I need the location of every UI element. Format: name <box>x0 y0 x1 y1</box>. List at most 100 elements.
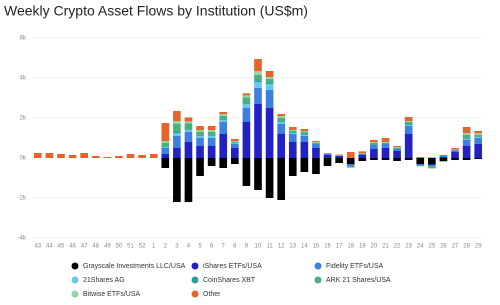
x-tick-label: 19 <box>359 244 366 250</box>
bar-segment <box>347 166 355 168</box>
bar-segment <box>451 148 459 149</box>
bar-segment <box>405 117 413 121</box>
legend-label: ARK 21 Shares/USA <box>326 277 391 284</box>
bar-segment <box>231 148 239 158</box>
bar-segment <box>463 146 471 158</box>
bar-segment <box>474 133 482 135</box>
bar-segment <box>138 155 146 158</box>
bar-segment <box>173 111 181 121</box>
bar-segment <box>185 129 193 130</box>
bar-segment <box>382 142 390 143</box>
bar-segment <box>208 136 216 138</box>
bar-segment <box>266 108 274 158</box>
bar-segment <box>370 140 378 142</box>
bar-segment <box>335 155 343 156</box>
bar-segment <box>289 142 297 158</box>
bar-segment <box>393 148 401 149</box>
bar-segment <box>312 142 320 143</box>
x-tick-label: 1 <box>152 244 156 250</box>
chart-title: Weekly Crypto Asset Flows by Institution… <box>4 3 308 19</box>
x-tick-label: 8 <box>233 244 237 250</box>
bar-segment <box>161 143 169 147</box>
bar-segment <box>289 131 297 133</box>
bar-segment <box>277 158 285 200</box>
bar-segment <box>382 138 390 142</box>
bar-segment <box>301 132 309 135</box>
bar-segment <box>428 158 436 164</box>
x-tick-label: 9 <box>245 244 249 250</box>
bar-segment <box>463 135 471 139</box>
bar-segment <box>370 142 378 143</box>
bar-segment <box>254 75 262 81</box>
bar-segment <box>161 148 169 154</box>
bar-segment <box>127 154 135 158</box>
bar-segment <box>219 116 227 120</box>
x-tick-label: 21 <box>382 244 389 250</box>
bar-segment <box>289 127 297 130</box>
x-tick-label: 7 <box>222 244 226 250</box>
y-tick-label: 0k <box>20 156 27 162</box>
bar-segment <box>208 132 216 136</box>
bar-segment <box>358 154 366 155</box>
x-tick-label: 13 <box>289 244 296 250</box>
bar-segment <box>173 158 181 202</box>
bar-segment <box>173 133 181 136</box>
bar-segment <box>405 121 413 122</box>
bar-segment <box>254 59 262 71</box>
bar-segment <box>474 131 482 133</box>
bar-segment <box>243 158 251 186</box>
bar-segment <box>277 122 285 124</box>
bar-segment <box>243 97 251 103</box>
bar-segment <box>161 158 169 168</box>
bar-segment <box>405 125 413 126</box>
legend-label: iShares ETFs/USA <box>203 263 262 270</box>
bar-segment <box>243 122 251 158</box>
bar-segment <box>219 158 227 168</box>
legend-marker <box>72 263 79 270</box>
bar-segment <box>451 149 459 150</box>
bar-segment <box>80 153 88 158</box>
legend-label: Bitwise ETFs/USA <box>83 291 141 298</box>
bar-segment <box>289 133 297 134</box>
x-tick-label: 26 <box>440 244 447 250</box>
bar-segment <box>416 158 424 164</box>
bar-segment <box>289 158 297 176</box>
bar-segment <box>382 143 390 144</box>
bar-segment <box>185 123 193 129</box>
bar-segment <box>254 88 262 104</box>
bar-segment <box>358 155 366 158</box>
bar-segment <box>196 132 204 136</box>
bar-segment <box>358 153 366 154</box>
bar-segment <box>301 142 309 158</box>
bar-segment <box>185 130 193 132</box>
bar-segment <box>451 150 459 152</box>
x-tick-label: 5 <box>198 244 202 250</box>
bar-segment <box>277 134 285 158</box>
x-tick-label: 51 <box>127 244 134 250</box>
bar-segment <box>104 157 112 158</box>
bar-segment <box>254 82 262 88</box>
x-tick-label: 10 <box>255 244 262 250</box>
bar-segment <box>463 133 471 135</box>
bar-segment <box>289 130 297 131</box>
bar-segment <box>428 165 436 166</box>
bar-segment <box>219 114 227 116</box>
x-tick-label: 17 <box>336 244 343 250</box>
bar-segment <box>208 130 216 132</box>
legend-label: Other <box>203 291 221 298</box>
bar-segment <box>324 154 332 155</box>
bar-segment <box>161 141 169 143</box>
bar-segment <box>150 154 158 158</box>
bar-segment <box>254 71 262 75</box>
bar-segment <box>440 158 448 161</box>
bar-segment <box>474 158 482 159</box>
bar-segment <box>277 118 285 122</box>
x-tick-label: 47 <box>81 244 88 250</box>
bar-segment <box>161 147 169 148</box>
x-tick-label: 25 <box>429 244 436 250</box>
bar-segment <box>405 158 413 160</box>
bar-segment <box>231 142 239 143</box>
bar-segment <box>196 138 204 146</box>
bar-segment <box>347 158 355 164</box>
